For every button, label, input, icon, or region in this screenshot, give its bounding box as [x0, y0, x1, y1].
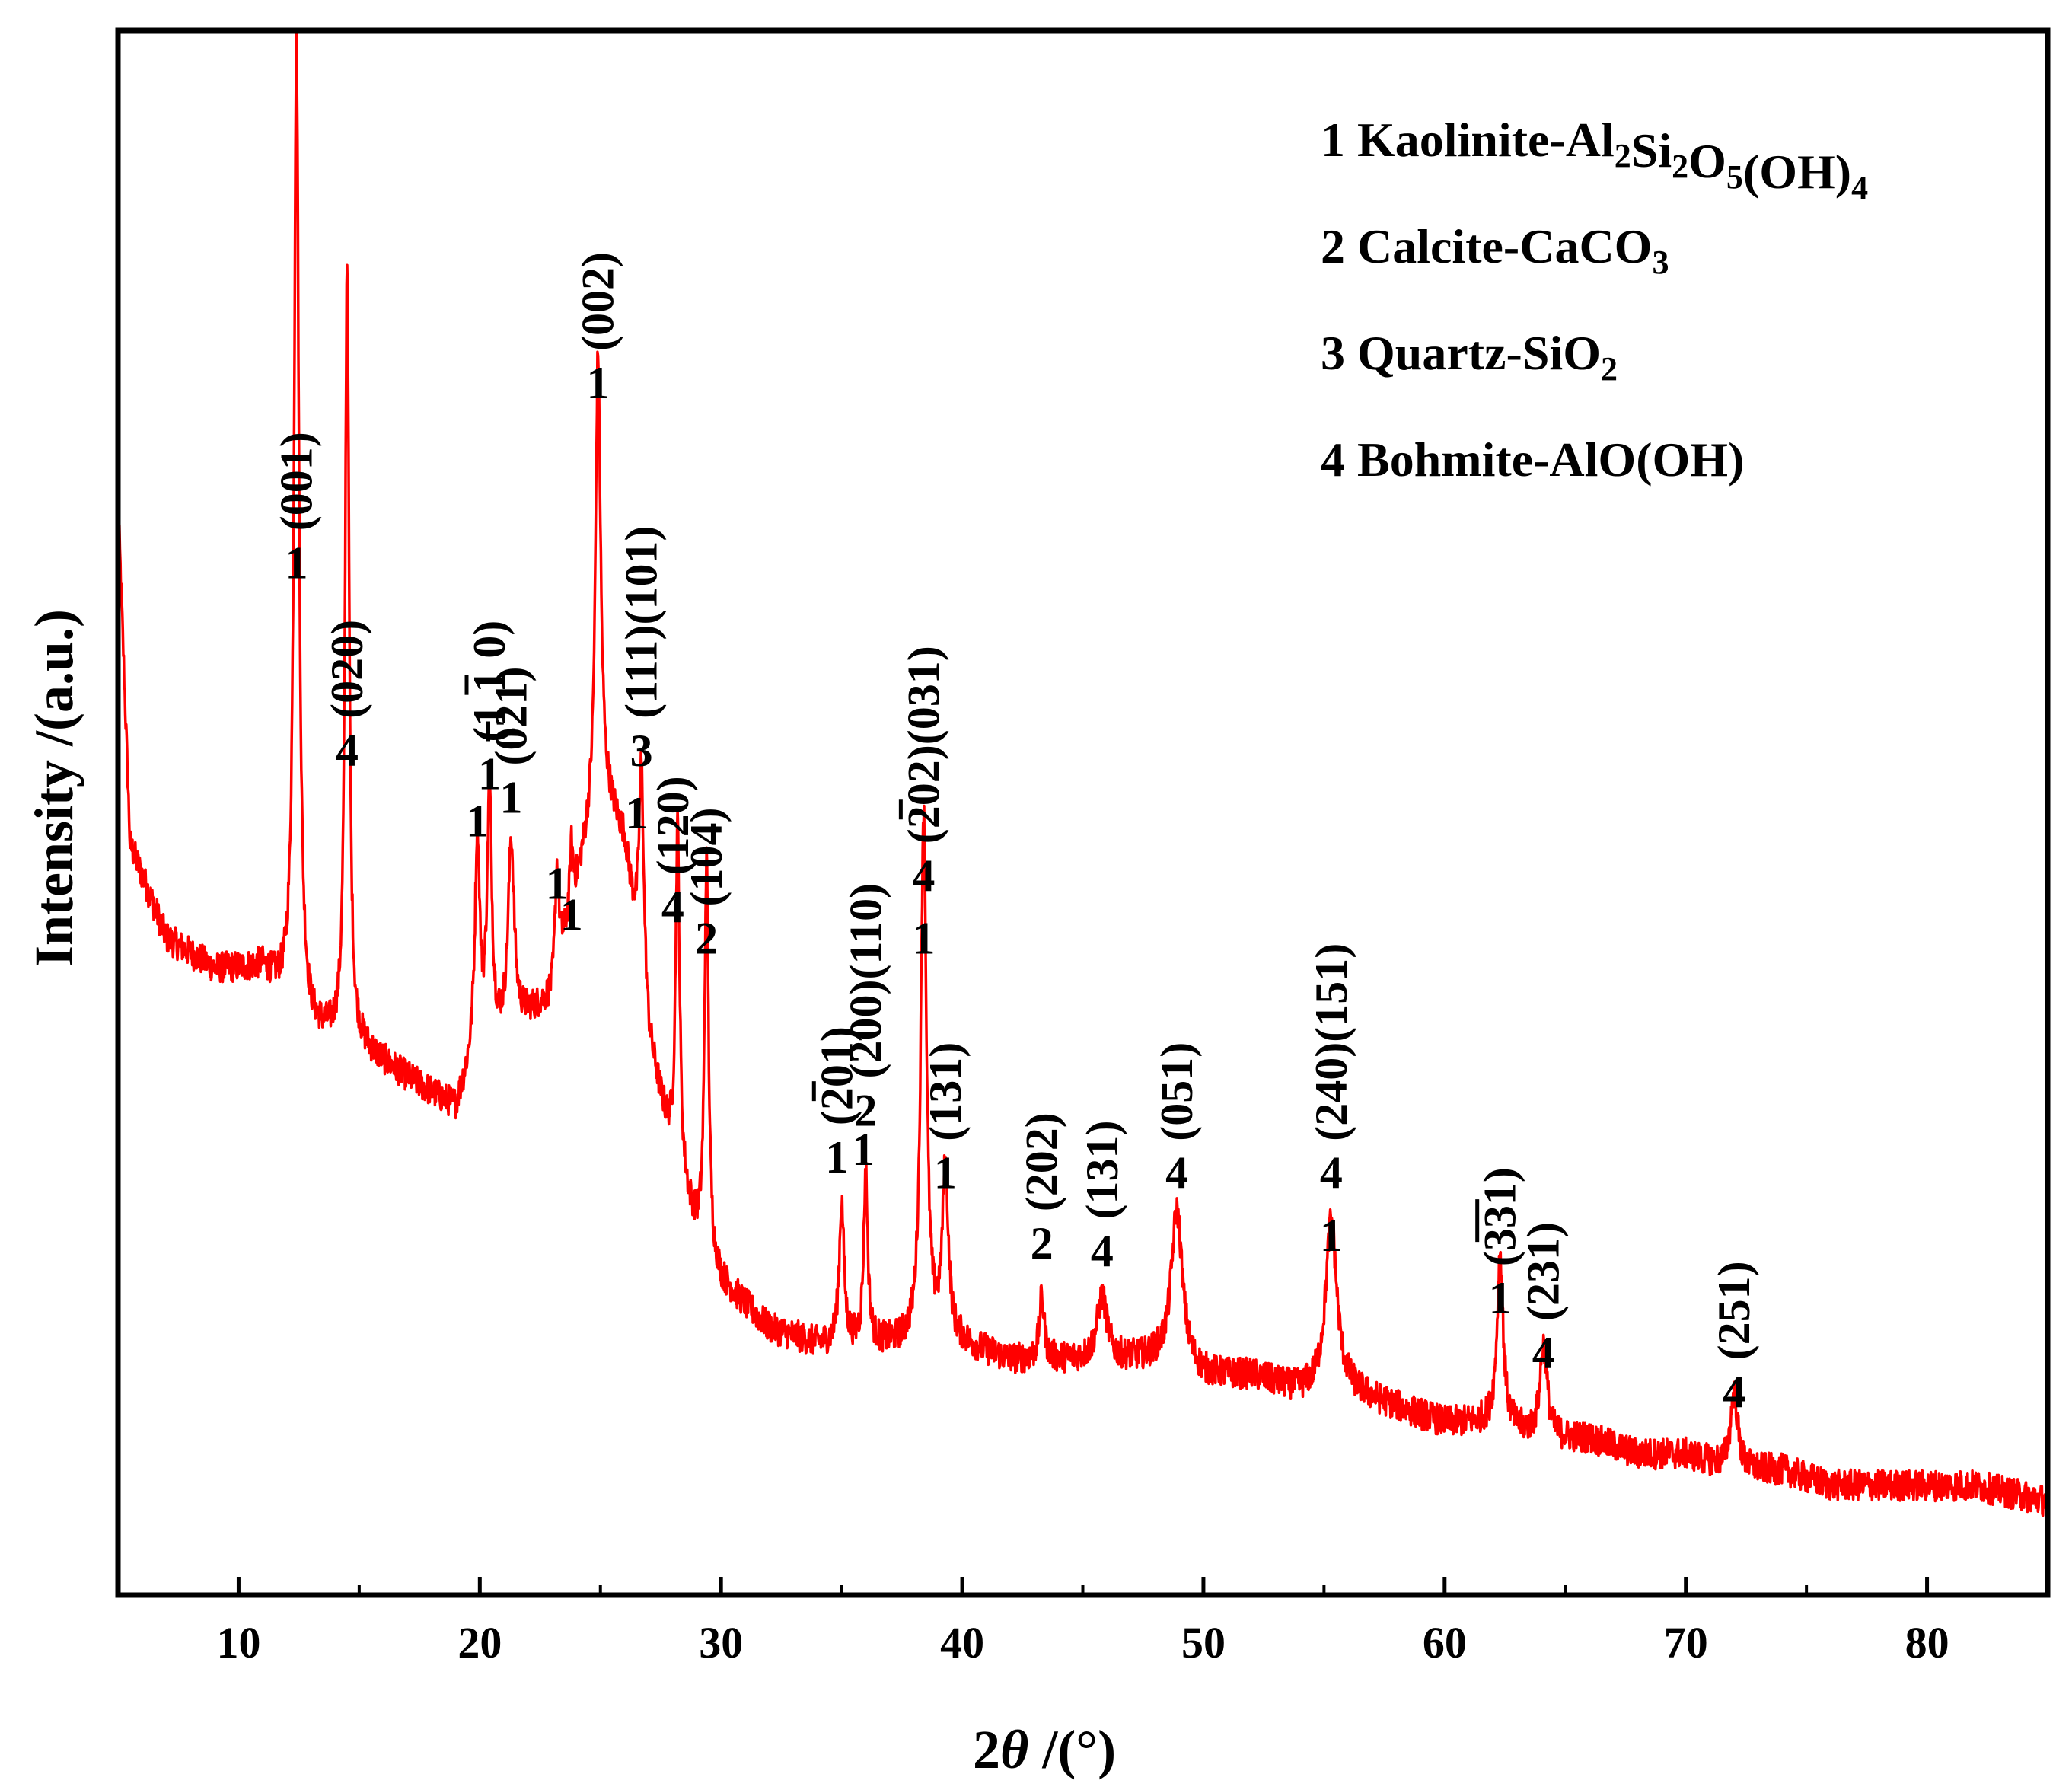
y-axis-title: Intensity /(a.u.) [24, 609, 84, 967]
peak-hkl-group: (051) [1152, 1042, 1202, 1141]
peak-hkl-label: (002) [573, 252, 623, 351]
peak-hkl-label: (021) [486, 667, 537, 766]
data-layer [116, 28, 2049, 1517]
peak-hkl-label: (240)(151) [1306, 943, 1356, 1141]
peak-hkl-group: (200)(110) [840, 883, 891, 1079]
x-tick-label: 40 [940, 1618, 984, 1667]
peak-phase-number: 1 [1320, 1211, 1343, 1261]
legend: 1 Kaolinite-Al2Si2O5(OH)4 2 Calcite-CaCO3… [1321, 113, 1868, 487]
peak-hkl-label: (200)(110) [840, 883, 891, 1079]
x-axis-title: 2θ /(°) [973, 1719, 1116, 1780]
peak-hkl-group: (131) [920, 1042, 971, 1141]
x-tick-label: 60 [1423, 1618, 1467, 1667]
peak-hkl-group: (131) [1077, 1120, 1127, 1219]
peak-hkl-group: (104) [681, 807, 732, 906]
peak-phase-number: 1 [825, 1132, 848, 1182]
peak-phase-number: 2 [695, 913, 718, 963]
xrd-pattern-line [116, 28, 2049, 1517]
peak-hkl-label: (202)(031) [898, 646, 948, 844]
peak-hkl-group: (201) [811, 1026, 862, 1125]
peak-hkl-group: (002) [573, 252, 623, 351]
peak-hkl-label: (201) [811, 1026, 862, 1125]
peak-hkl-group: (202) [1017, 1112, 1067, 1211]
peak-phase-number: 1 [934, 1148, 957, 1198]
x-tick-label: 70 [1664, 1618, 1708, 1667]
peak-hkl-label: (120) [648, 776, 698, 875]
peak-phase-number: 4 [336, 726, 359, 776]
legend-entry: 4 Bohmite-AlO(OH) [1321, 432, 1744, 487]
peak-hkl-label: (131) [1077, 1120, 1127, 1219]
peak-hkl-group: (231) [1519, 1222, 1569, 1321]
peak-hkl-label: (202) [1017, 1112, 1067, 1211]
peak-phase-number: 1 [500, 773, 523, 823]
x-tick-label: 10 [216, 1618, 260, 1667]
peak-phase-number: 4 [1320, 1148, 1343, 1198]
peak-hkl-label: (131) [920, 1042, 971, 1141]
peak-phase-number: 1 [546, 859, 569, 909]
peak-hkl-label: (020) [322, 620, 372, 719]
peak-phase-number: 1 [466, 796, 489, 846]
x-tick-label: 30 [699, 1618, 743, 1667]
peak-phase-number: 4 [1532, 1328, 1555, 1378]
peak-hkl-label: (331) [1475, 1167, 1525, 1266]
peak-hkl-label: (001) [271, 432, 321, 531]
peak-hkl-group: (021) [486, 667, 537, 766]
peak-phase-number: 1 [625, 788, 648, 838]
peak-hkl-group: (331) [1475, 1167, 1525, 1266]
peak-phase-number: 4 [1723, 1367, 1745, 1417]
peak-phase-number: 4 [1091, 1226, 1114, 1276]
peak-phase-number: 1 [285, 538, 308, 588]
legend-entry: 3 Quartz-SiO2 [1321, 326, 1618, 388]
peak-phase-number: 1 [587, 358, 610, 408]
peak-hkl-group: (120) [648, 776, 698, 875]
peak-hkl-group: (111)(101) [617, 526, 667, 719]
peak-phase-number: 2 [1031, 1218, 1054, 1268]
peak-phase-number: 1 [560, 890, 583, 940]
peak-hkl-group: (251) [1709, 1261, 1759, 1360]
peak-phase-number: 2 [854, 1086, 877, 1136]
peak-hkl-label: (104) [681, 807, 732, 906]
peak-phase-number: 1 [912, 913, 935, 963]
peak-hkl-label: (051) [1152, 1042, 1202, 1141]
peak-phase-number: 1 [1489, 1273, 1512, 1323]
peak-phase-number: 4 [912, 850, 935, 901]
peak-phase-number: 1 [852, 1125, 875, 1175]
peak-phase-number: 4 [1165, 1148, 1188, 1198]
peak-hkl-label: (251) [1709, 1261, 1759, 1360]
peak-hkl-group: (240)(151) [1306, 943, 1356, 1141]
peak-hkl-label: (231) [1519, 1222, 1569, 1321]
peak-phase-number: 4 [661, 882, 684, 932]
legend-entry: 2 Calcite-CaCO3 [1321, 219, 1669, 281]
x-tick-label: 80 [1905, 1618, 1949, 1667]
x-axis-ticks: 10 20 30 40 50 60 70 80 [116, 1577, 2049, 1667]
peak-hkl-group: (202)(031) [898, 646, 948, 844]
peak-hkl-group: (001) [271, 432, 321, 531]
legend-entry: 1 Kaolinite-Al2Si2O5(OH)4 [1321, 113, 1868, 206]
x-tick-label: 20 [457, 1618, 502, 1667]
peak-hkl-group: (020) [322, 620, 372, 719]
peak-label-layer: 1(001)4(020)11(1 1 0)1(021)111(002)3(111… [271, 252, 1759, 1417]
x-tick-label: 50 [1181, 1618, 1226, 1667]
peak-hkl-label: (111)(101) [617, 526, 667, 719]
peak-phase-number: 1 [478, 749, 501, 799]
peak-phase-number: 3 [630, 726, 653, 776]
